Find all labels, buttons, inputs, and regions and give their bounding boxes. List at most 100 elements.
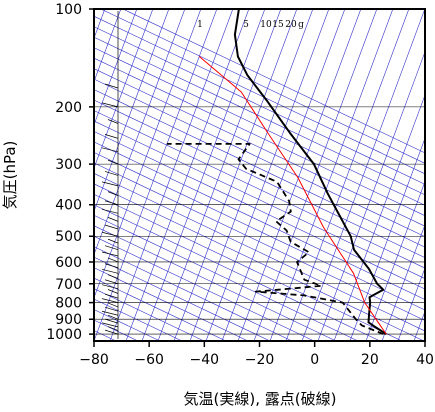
adiabat-line	[94, 131, 425, 290]
x-tick-label: −40	[190, 352, 220, 368]
wind-barb	[107, 314, 119, 320]
wind-barb	[104, 306, 119, 312]
adiabat-line	[94, 89, 425, 248]
sounding-series	[166, 9, 387, 335]
adiabat-line	[94, 141, 425, 300]
adiabat-line	[94, 78, 425, 238]
x-axis-title: 気温(実線), 露点(破線)	[184, 390, 337, 408]
adiabat-line	[94, 99, 425, 258]
wind-barb	[107, 274, 119, 279]
wind-barb	[104, 134, 119, 139]
pressure-grid	[94, 9, 425, 335]
adiabat-line	[94, 68, 425, 227]
wind-barb	[104, 329, 119, 335]
isotherm-line	[94, 9, 186, 256]
wind-barb	[107, 289, 119, 294]
adiabat-line	[94, 277, 227, 341]
adiabat-line	[94, 152, 425, 311]
isotherm-line	[365, 180, 425, 341]
isotherm-line	[94, 9, 218, 341]
isotherm-line	[94, 9, 154, 169]
wind-barb	[107, 217, 119, 222]
isotherm-line	[109, 9, 234, 341]
wind-barb	[104, 83, 119, 89]
wind-barb	[101, 268, 119, 274]
isotherm-line	[173, 9, 298, 341]
wind-barb	[101, 251, 119, 257]
temperature-line	[233, 9, 387, 335]
isotherm-line	[269, 9, 394, 341]
adiabat-line	[100, 9, 425, 164]
x-tick-label: −80	[79, 352, 109, 368]
adiabat-line	[94, 246, 293, 341]
adiabat-line	[94, 15, 425, 175]
isotherm-line	[157, 9, 282, 341]
wind-barb	[107, 191, 119, 196]
wind-barb	[107, 302, 119, 308]
mixing-ratio-label: 5	[243, 20, 249, 30]
adiabat-line	[94, 288, 205, 341]
isotherm-line	[205, 9, 330, 341]
wind-barb	[104, 200, 119, 206]
wind-barb	[101, 181, 119, 187]
isotherm-line	[317, 50, 425, 341]
adiabat-line	[94, 110, 425, 269]
adiabat-line	[94, 120, 425, 279]
wind-barb	[107, 238, 119, 244]
adiabat-line	[94, 57, 425, 217]
mixing-ratio-label: 20	[285, 20, 297, 30]
wind-barb	[101, 310, 119, 316]
wind-barb	[101, 147, 119, 153]
parcel-line	[198, 56, 387, 335]
adiabat-line	[94, 256, 271, 341]
adiabat-line	[94, 204, 381, 341]
isotherm-line	[349, 137, 425, 341]
adiabat-line	[94, 26, 425, 185]
x-tick-label: 40	[416, 352, 434, 368]
y-tick-label: 800	[55, 296, 82, 312]
y-tick-label: 1000	[46, 327, 82, 343]
x-tick-label: 0	[310, 352, 319, 368]
isotherm-line	[94, 9, 170, 213]
wind-barb	[107, 159, 119, 165]
adiabat-line	[122, 9, 425, 154]
wind-barb	[101, 284, 119, 290]
y-axis-title: 気圧(hPa)	[1, 141, 19, 210]
temperature-axis: −80 −60 −40 −20 0 20 40	[79, 341, 434, 368]
mixing-ratio-label: g	[298, 20, 304, 30]
isotherm-line	[381, 223, 425, 341]
wind-barb	[107, 119, 119, 124]
adiabat-line	[94, 183, 425, 341]
wind-barb	[101, 231, 119, 237]
mixing-ratio-labels: 1 5 10 15 20 g	[197, 20, 304, 30]
wind-barb	[101, 322, 119, 328]
mixing-ratio-label: 15	[272, 20, 284, 30]
isotherm-line	[397, 267, 425, 341]
wind-barb	[104, 318, 119, 324]
isotherm-line	[333, 94, 425, 341]
wind-barb	[101, 102, 119, 108]
y-tick-label: 700	[55, 277, 82, 293]
adiabat-line	[94, 173, 425, 332]
isotherm-line	[253, 9, 378, 341]
adiabat-line	[94, 194, 403, 341]
isotherm-line	[301, 9, 425, 341]
adiabat-line	[94, 47, 425, 206]
y-tick-label: 200	[55, 100, 82, 116]
isotherm-line	[430, 9, 435, 341]
wind-barbs	[101, 11, 119, 339]
isotherm-line	[94, 9, 202, 299]
wind-barb	[104, 245, 119, 251]
wind-barb	[104, 293, 119, 299]
y-tick-label: 500	[55, 229, 82, 245]
y-tick-label: 400	[55, 198, 82, 214]
adiabat-line	[94, 162, 425, 321]
adiabat-line	[94, 36, 425, 196]
wind-barb	[101, 298, 119, 303]
adiabat-line	[94, 225, 337, 341]
wind-barb	[104, 263, 119, 269]
wind-barb	[107, 326, 119, 331]
isotherm-line	[125, 9, 250, 341]
x-tick-label: −60	[134, 352, 164, 368]
